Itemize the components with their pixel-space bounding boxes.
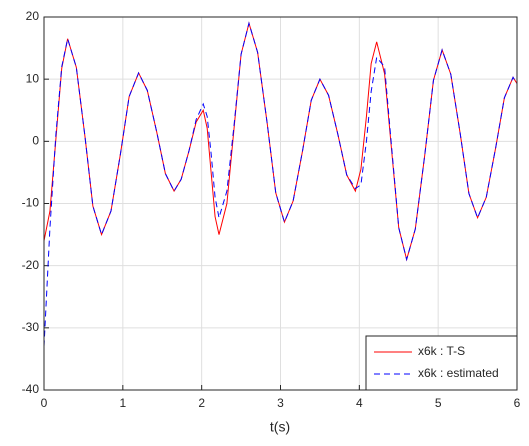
x-tick-label: 0 xyxy=(41,396,48,410)
series-line xyxy=(43,21,518,347)
y-tick-label: 10 xyxy=(26,71,40,85)
x-tick-label: 5 xyxy=(435,396,442,410)
legend-box xyxy=(365,335,518,391)
x-axis-label: t(s) xyxy=(270,419,290,435)
y-tick-label: -30 xyxy=(22,320,40,334)
axes-frame xyxy=(43,16,518,391)
y-tick-label: -10 xyxy=(22,196,40,210)
legend-label: x6k : T-S xyxy=(418,344,465,358)
y-tick-label: 20 xyxy=(26,9,40,23)
x-tick-label: 6 xyxy=(514,396,521,410)
y-tick-label: -40 xyxy=(22,382,40,396)
legend-label: x6k : estimated xyxy=(418,366,499,380)
x-tick-label: 2 xyxy=(198,396,205,410)
y-tick-label: -20 xyxy=(22,258,40,272)
x-tick-label: 3 xyxy=(277,396,284,410)
x-tick-label: 4 xyxy=(356,396,363,410)
x-tick-label: 1 xyxy=(119,396,126,410)
y-tick-label: 0 xyxy=(32,134,39,148)
